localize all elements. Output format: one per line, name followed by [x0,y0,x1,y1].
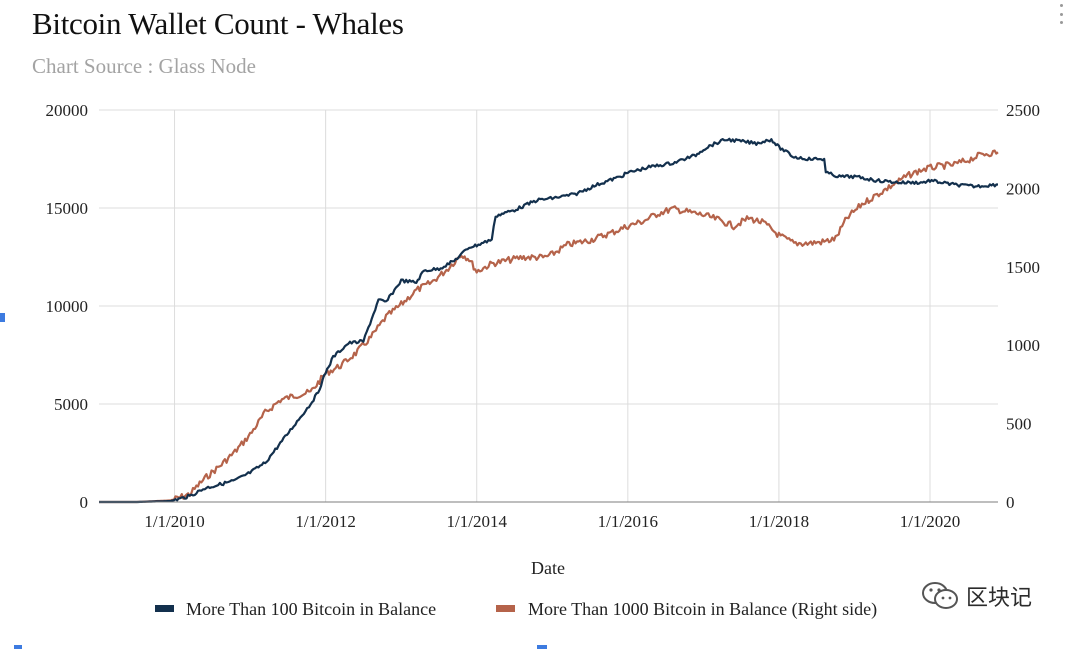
x-tick-label: 1/1/2012 [295,512,355,531]
y-left-tick-label: 0 [80,493,89,512]
legend: More Than 100 Bitcoin in Balance More Th… [155,599,877,620]
x-axis-label: Date [531,558,565,578]
chart-title: Bitcoin Wallet Count - Whales [32,6,404,41]
y-left-tick-label: 20000 [46,101,89,120]
y-left-tick-label: 5000 [54,395,88,414]
y-left-tick-label: 10000 [46,297,89,316]
watermark: 区块记 [920,580,1032,612]
x-tick-label: 1/1/2010 [144,512,204,531]
y-axis-left: 0 5000 10000 15000 20000 [46,101,89,512]
y-axis-right: 0 500 1000 1500 2000 2500 [1006,101,1040,512]
more-options-icon[interactable] [1057,4,1065,24]
y-right-tick-label: 1500 [1006,258,1040,277]
legend-swatch-series-2 [496,605,515,612]
edge-marker-bottom-left [14,645,22,649]
y-right-tick-label: 500 [1006,415,1032,434]
legend-label-series-1: More Than 100 Bitcoin in Balance [186,599,436,619]
chart-subtitle: Chart Source : Glass Node [32,54,256,78]
series-line-2 [99,149,999,504]
series-line-1 [99,137,998,504]
y-right-tick-label: 0 [1006,493,1015,512]
edge-marker-bottom [537,645,547,649]
y-right-tick-label: 2500 [1006,101,1040,120]
series-layer [99,137,999,504]
x-tick-label: 1/1/2018 [749,512,809,531]
x-tick-label: 1/1/2016 [598,512,658,531]
watermark-label: 区块记 [966,586,1033,611]
wechat-icon [922,582,958,609]
edge-marker-left [0,313,5,322]
x-axis: 1/1/2010 1/1/2012 1/1/2014 1/1/2016 1/1/2018… [144,512,960,531]
x-tick-label: 1/1/2014 [447,512,508,531]
legend-label-series-2: More Than 1000 Bitcoin in Balance (Right… [528,599,877,620]
x-tick-label: 1/1/2020 [900,512,960,531]
y-right-tick-label: 1000 [1006,336,1040,355]
y-left-tick-label: 15000 [46,199,89,218]
grid-lines [99,109,998,502]
legend-swatch-series-1 [155,605,174,612]
y-right-tick-label: 2000 [1006,179,1040,198]
